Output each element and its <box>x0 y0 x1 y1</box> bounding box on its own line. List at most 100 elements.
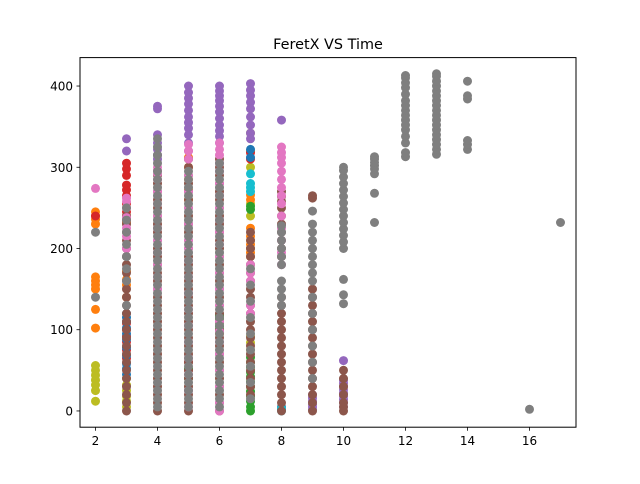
data-point <box>122 252 131 262</box>
data-point <box>215 304 224 314</box>
data-point <box>339 179 348 188</box>
data-point <box>184 105 193 115</box>
data-point <box>215 402 224 412</box>
data-point <box>184 99 193 109</box>
data-point <box>370 218 379 227</box>
data-point <box>339 205 348 214</box>
data-point <box>277 349 286 359</box>
data-point <box>153 304 162 314</box>
data-point <box>91 272 100 282</box>
data-point <box>277 292 286 302</box>
data-point <box>215 158 224 168</box>
data-point <box>277 142 286 152</box>
data-point <box>308 300 317 310</box>
data-point <box>215 321 224 331</box>
data-point <box>308 227 317 237</box>
data-point <box>277 227 286 237</box>
data-point <box>153 239 162 249</box>
x-tick-label: 4 <box>154 434 162 448</box>
data-point <box>184 304 193 314</box>
data-point <box>122 374 131 383</box>
data-point <box>215 166 224 176</box>
data-point <box>184 402 193 412</box>
data-point <box>246 120 255 130</box>
x-tick-label: 14 <box>460 434 475 448</box>
data-point <box>184 369 193 379</box>
data-point <box>246 97 255 107</box>
data-point <box>339 299 348 309</box>
data-point <box>277 235 286 245</box>
data-point <box>339 192 348 201</box>
data-point <box>308 317 317 327</box>
data-point <box>308 390 317 400</box>
data-point <box>153 361 162 371</box>
data-point <box>184 215 193 225</box>
data-point <box>277 382 286 392</box>
data-point <box>91 396 100 406</box>
data-point <box>184 329 193 339</box>
data-point <box>308 325 317 335</box>
data-point <box>215 288 224 298</box>
data-point <box>215 345 224 355</box>
data-point <box>122 390 131 400</box>
data-point <box>246 345 255 355</box>
data-point <box>339 244 348 253</box>
data-point <box>277 309 286 318</box>
data-point <box>184 166 193 176</box>
x-tick-label: 6 <box>216 434 224 448</box>
data-point <box>308 268 317 278</box>
data-point <box>246 252 255 262</box>
data-point <box>308 244 317 253</box>
data-point <box>184 345 193 355</box>
data-point <box>122 357 131 367</box>
data-point <box>401 71 410 80</box>
data-point <box>246 235 255 245</box>
data-point <box>184 272 193 282</box>
chart-title: FeretX VS Time <box>273 37 383 53</box>
x-tick-label: 8 <box>278 434 286 448</box>
data-point <box>184 154 193 164</box>
data-point <box>153 207 162 217</box>
data-point <box>215 207 224 217</box>
data-point <box>246 79 255 89</box>
data-point <box>184 394 193 404</box>
data-point <box>556 218 565 227</box>
data-point <box>122 193 131 203</box>
data-point <box>215 107 224 117</box>
data-point <box>308 309 317 318</box>
data-point <box>122 325 131 335</box>
data-point <box>277 341 286 351</box>
data-point <box>215 264 224 274</box>
x-tick-label: 12 <box>398 434 413 448</box>
data-point <box>153 142 162 152</box>
data-point <box>184 256 193 266</box>
data-point <box>184 231 193 241</box>
data-point <box>339 185 348 195</box>
data-point <box>215 199 224 209</box>
data-point <box>184 191 193 201</box>
data-point <box>432 69 441 79</box>
data-point <box>246 187 255 197</box>
data-point <box>308 206 317 216</box>
data-point <box>277 365 286 375</box>
data-point <box>246 280 255 290</box>
data-point <box>215 394 224 404</box>
data-point <box>339 382 348 392</box>
y-tick-label: 400 <box>50 80 73 94</box>
data-point <box>401 96 410 106</box>
data-point <box>153 174 162 184</box>
data-point <box>308 382 317 392</box>
data-point <box>277 284 286 294</box>
data-point <box>122 158 131 168</box>
data-point <box>277 252 286 262</box>
data-point <box>122 300 131 310</box>
data-point <box>370 188 379 198</box>
data-point <box>153 134 162 144</box>
data-point <box>215 353 224 363</box>
data-point <box>153 166 162 176</box>
data-point <box>277 300 286 310</box>
data-point <box>277 183 286 193</box>
data-point <box>339 162 348 172</box>
data-point <box>277 317 286 327</box>
